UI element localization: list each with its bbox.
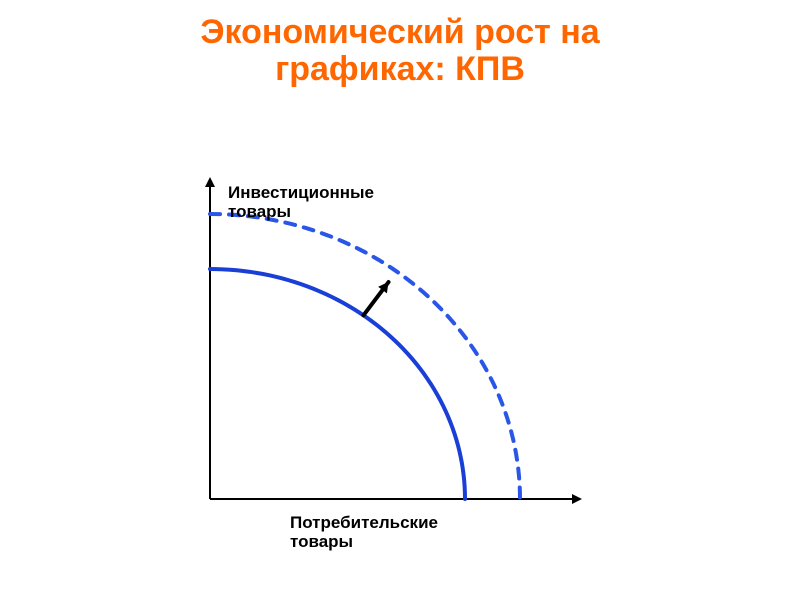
y-axis-label-line2: товары [228, 202, 291, 221]
title-line-1: Экономический рост на [200, 13, 599, 51]
ppf-chart: Инвестиционные товары Потребительские то… [0, 89, 800, 589]
x-axis-label: Потребительские товары [290, 513, 438, 552]
slide-title: Экономический рост на графиках: КПВ [0, 0, 800, 89]
x-axis-label-line2: товары [290, 532, 353, 551]
title-line-2: графиках: КПВ [275, 50, 525, 88]
x-axis-label-line1: Потребительские [290, 513, 438, 532]
y-axis-label: Инвестиционные товары [228, 183, 374, 222]
y-axis-label-line1: Инвестиционные [228, 183, 374, 202]
